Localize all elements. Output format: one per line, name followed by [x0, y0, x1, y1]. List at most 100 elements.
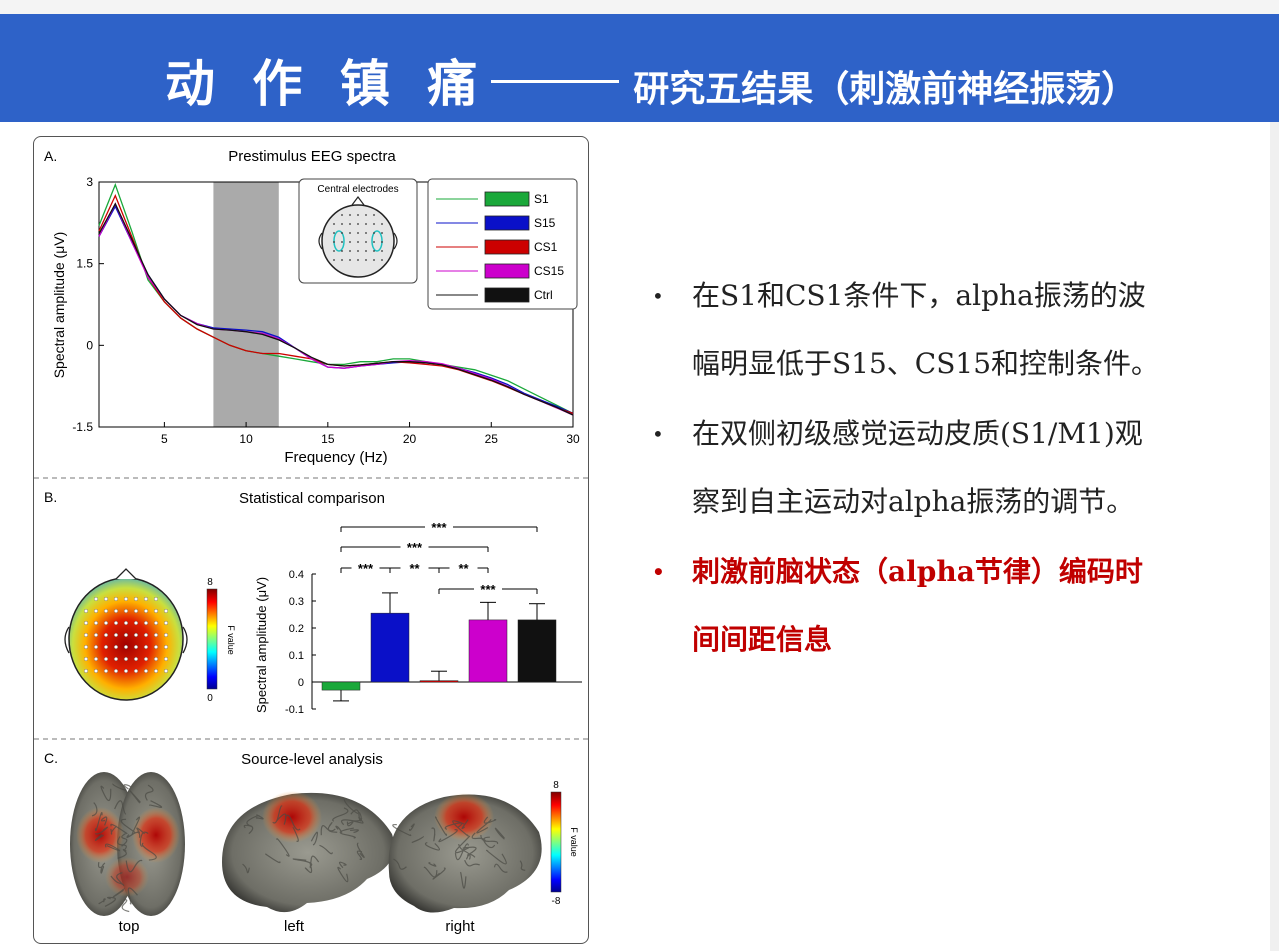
topomap-electrode — [144, 609, 148, 613]
gyrus-fold — [94, 811, 103, 832]
inset-label: Central electrodes — [317, 184, 398, 195]
topomap-electrode — [134, 669, 138, 673]
gyrus-fold — [121, 899, 130, 913]
gyrus-fold — [319, 844, 333, 855]
topomap-electrode — [164, 657, 168, 661]
inset-electrode — [341, 214, 343, 216]
gyrus-fold — [335, 825, 343, 834]
bar-s1 — [321, 681, 361, 691]
inset-electrode — [373, 250, 375, 252]
topomap-electrode — [134, 621, 138, 625]
chart-a-xtick-label: 5 — [161, 432, 168, 446]
gyrus-fold — [100, 816, 108, 826]
topomap-electrode — [124, 597, 128, 601]
gyrus-fold — [123, 784, 132, 790]
gyrus-fold — [483, 816, 497, 824]
bullet-1-line-2: 幅明显低于S15、CS15和控制条件。 — [692, 347, 1160, 380]
gyrus-fold — [98, 898, 106, 905]
chart-b-ylabel: Spectral amplitude (μV) — [254, 577, 269, 713]
gyrus-fold — [339, 827, 356, 839]
inset-left-cluster — [333, 230, 345, 252]
chart-a-ytick-label: 3 — [86, 175, 93, 189]
topomap-colorbar: 8 0 F value — [206, 577, 236, 704]
bar-ctrl — [517, 619, 557, 683]
gyrus-fold — [110, 823, 128, 835]
topomap-electrode — [114, 597, 118, 601]
gyrus-fold — [494, 827, 505, 840]
chart-a-xtick-label: 25 — [485, 432, 499, 446]
topomap-electrode — [164, 609, 168, 613]
topomap-electrode — [104, 609, 108, 613]
topomap-electrode — [114, 669, 118, 673]
alpha-bar-chart: -0.100.10.20.30.4 ********* ** ***** — [285, 520, 582, 716]
inset-electrode — [349, 250, 351, 252]
gyrus-fold — [493, 863, 508, 873]
topomap-electrode — [154, 645, 158, 649]
gyrus-fold — [454, 843, 470, 861]
chart-a-ytick-label: 1.5 — [76, 257, 93, 271]
gyrus-fold — [284, 814, 301, 831]
topomap-electrode — [144, 669, 148, 673]
topomap-electrode — [134, 657, 138, 661]
gyrus-fold — [454, 835, 471, 854]
topomap-electrode — [154, 669, 158, 673]
topomap-electrode — [94, 597, 98, 601]
gyrus-fold — [431, 827, 436, 842]
topomap-electrode — [94, 657, 98, 661]
inset-electrode — [333, 250, 335, 252]
inset-electrode — [365, 259, 367, 261]
topomap-electrode — [164, 633, 168, 637]
inset-electrode — [341, 250, 343, 252]
chart-a-ytick-label: -1.5 — [72, 420, 93, 434]
gyrus-fold — [341, 812, 362, 826]
chart-a-ylabel: Spectral amplitude (μV) — [51, 232, 67, 379]
inset-electrode — [341, 232, 343, 234]
gyrus-fold — [117, 836, 127, 851]
gyrus-fold — [246, 815, 260, 828]
inset-electrode — [381, 259, 383, 261]
topomap-electrode — [124, 669, 128, 673]
bullet-2-line-2: 察到自主运动对alpha振荡的调节。 — [692, 485, 1135, 518]
chart-a-ytick-label: 0 — [86, 338, 93, 352]
bar-cs15 — [468, 619, 508, 683]
significance-label-bg — [400, 540, 429, 550]
topomap-electrode — [104, 621, 108, 625]
topomap-electrode — [104, 633, 108, 637]
chart-b-ytick-label: -0.1 — [285, 704, 304, 716]
gyrus-fold — [276, 838, 290, 857]
topomap-electrode — [124, 633, 128, 637]
panel-c-letter: C. — [44, 750, 58, 766]
inset-electrode — [333, 223, 335, 225]
inset-electrode — [357, 223, 359, 225]
gyrus-fold — [349, 829, 360, 833]
slide-title-sub: 研究五结果（刺激前神经振荡） — [633, 69, 1138, 110]
gyrus-fold — [310, 831, 319, 846]
inset-electrode — [333, 259, 335, 261]
significance-label: *** — [358, 561, 374, 576]
topomap-electrode — [144, 633, 148, 637]
topomap-electrode — [114, 657, 118, 661]
gyrus-fold — [242, 863, 250, 874]
inset-electrode — [373, 241, 375, 243]
gyrus-fold — [255, 814, 264, 820]
gyrus-fold — [110, 825, 118, 835]
gyrus-fold — [125, 859, 143, 873]
topomap-electrode — [114, 621, 118, 625]
topomap-electrode — [124, 621, 128, 625]
gyrus-fold — [100, 785, 112, 802]
gyrus-fold — [519, 860, 526, 871]
legend-swatch-s1 — [484, 191, 530, 207]
view-label-right: right — [445, 918, 475, 935]
topomap-electrode — [104, 597, 108, 601]
panel-a-title: Prestimulus EEG spectra — [228, 148, 396, 165]
bullet-dot: • — [652, 560, 665, 584]
statistical-topomap — [64, 568, 188, 701]
gyrus-fold — [276, 813, 287, 825]
gyrus-fold — [432, 867, 446, 880]
bullet-dot: • — [652, 284, 664, 308]
bar-cs1 — [419, 680, 459, 683]
chart-a-xtick-label: 10 — [239, 432, 253, 446]
gyrus-fold — [309, 855, 320, 869]
legend-swatch-ctrl — [484, 287, 530, 303]
gyrus-fold — [476, 819, 492, 834]
